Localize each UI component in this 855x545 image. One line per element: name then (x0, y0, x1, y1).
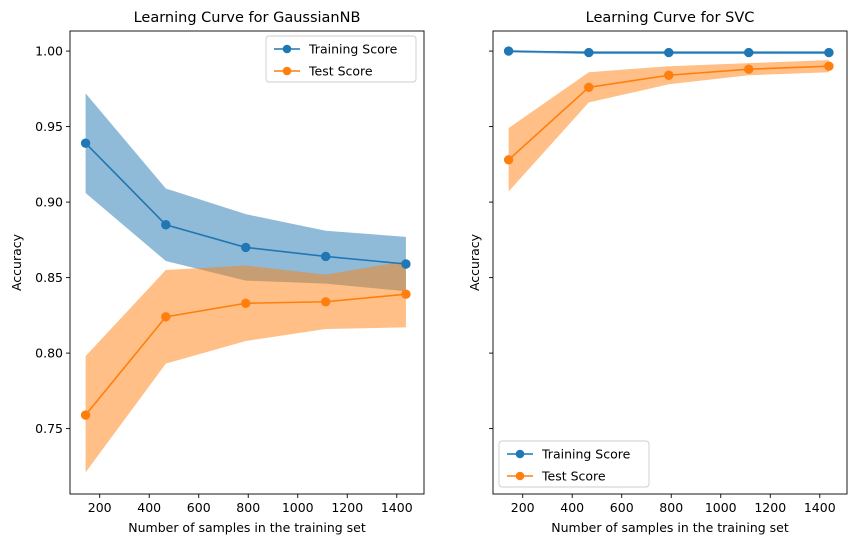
data-point-training (241, 242, 251, 253)
axes-frame (492, 30, 848, 495)
legend-label-test: Test Score (541, 469, 606, 484)
legend-box (265, 35, 417, 83)
data-point-training (664, 47, 674, 58)
data-point-training (80, 138, 91, 148)
x-tick-label: 400 (137, 500, 161, 515)
chart-title: Learning Curve for GaussianNB (134, 10, 361, 26)
confidence-band-test (85, 260, 406, 473)
data-point-test (664, 70, 674, 80)
data-point-training (503, 46, 514, 56)
confidence-band-test (508, 60, 829, 192)
y-tick-label: 0.80 (35, 346, 63, 361)
legend-box (498, 440, 650, 488)
x-tick-label: 200 (88, 500, 112, 515)
x-tick-label: 400 (560, 500, 584, 515)
x-axis-label: Number of samples in the training set (551, 520, 789, 535)
x-tick-label: 1400 (804, 500, 836, 515)
data-point-test (80, 410, 91, 420)
x-tick-label: 1000 (705, 500, 737, 515)
data-point-training (321, 251, 331, 262)
chart-title: Learning Curve for SVC (586, 10, 755, 26)
x-axis-label: Number of samples in the training set (128, 520, 366, 535)
legend-marker-test (282, 66, 292, 76)
confidence-band-training (85, 93, 406, 292)
legend-marker-training (515, 449, 525, 459)
chart-panel-2: 200 400 600 800 1000 1200 1400 Learning Curve f… (467, 10, 848, 535)
data-point-training (161, 220, 171, 230)
legend: Training Score Test Score (265, 35, 417, 83)
x-tick-label: 800 (659, 500, 683, 515)
data-point-test (321, 297, 331, 307)
legend-label-training: Training Score (308, 42, 398, 57)
x-tick-label: 1200 (754, 500, 786, 515)
x-tick-label: 600 (187, 500, 211, 515)
chart-panel-1: 200 400 600 800 1000 1200 1400 0.75 0.80 0.85 0.90… (9, 10, 425, 535)
x-tick-label: 800 (236, 500, 260, 515)
y-axis-label: Accuracy (9, 233, 24, 291)
x-tick-label: 1200 (331, 500, 363, 515)
x-tick-label: 200 (511, 500, 535, 515)
x-tick-label: 1000 (282, 500, 314, 515)
legend-marker-training (282, 44, 292, 54)
data-point-test (241, 298, 251, 308)
legend-label-training: Training Score (541, 447, 631, 462)
y-tick-label: 0.90 (35, 195, 63, 210)
data-point-test (503, 155, 514, 165)
data-point-test (161, 312, 171, 322)
data-point-test (584, 82, 594, 93)
data-point-training (584, 47, 594, 58)
axes-frame (69, 30, 425, 495)
x-tick-label: 600 (610, 500, 634, 515)
data-point-training (824, 47, 834, 58)
y-tick-label: 0.85 (35, 270, 63, 285)
data-point-training (744, 47, 754, 58)
data-point-training (401, 259, 411, 269)
legend-marker-test (515, 471, 525, 481)
y-axis-label: Accuracy (467, 233, 482, 291)
data-point-test (744, 64, 754, 74)
legend-label-test: Test Score (308, 64, 373, 79)
data-point-test (401, 289, 411, 299)
x-tick-label: 1400 (381, 500, 413, 515)
legend: Training Score Test Score (498, 440, 650, 488)
y-tick-label: 0.95 (35, 119, 63, 134)
y-tick-label: 1.00 (35, 44, 63, 59)
data-point-test (824, 61, 834, 71)
y-tick-label: 0.75 (35, 421, 63, 436)
